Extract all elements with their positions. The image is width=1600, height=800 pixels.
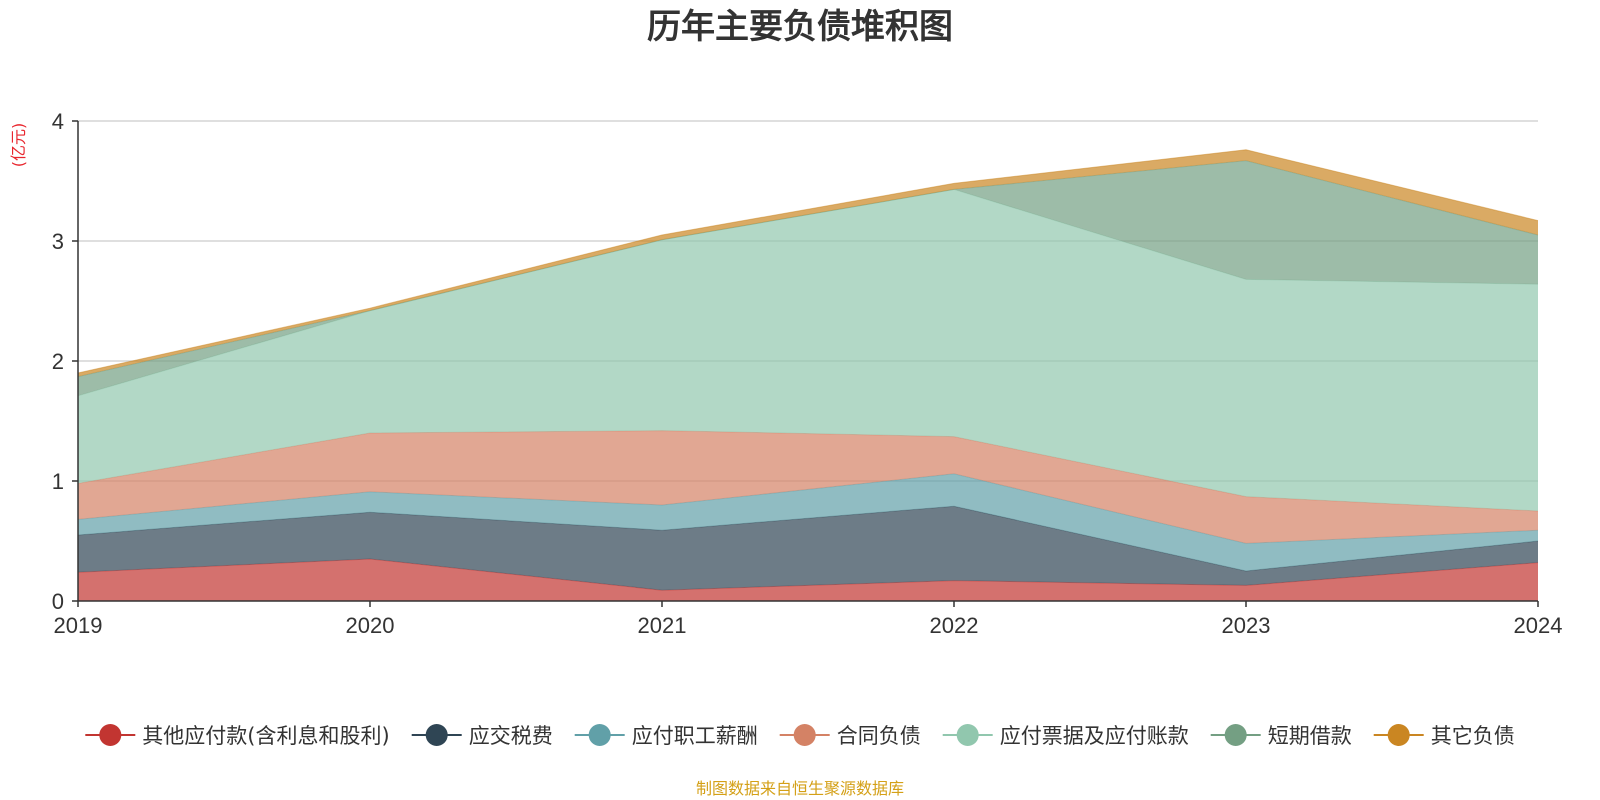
- legend-item-3[interactable]: 应付职工薪酬: [574, 724, 758, 748]
- y-axis-unit: (亿元): [9, 123, 28, 168]
- legend-label: 其它负债: [1431, 724, 1515, 748]
- area-series-edge-6: [77, 160, 1539, 378]
- legend-item-7[interactable]: 其它负债: [1373, 724, 1515, 748]
- y-tick-label: 3: [52, 229, 64, 254]
- legend-marker: [956, 724, 979, 746]
- legend-item-6[interactable]: 短期借款: [1210, 724, 1352, 748]
- legend-marker: [99, 724, 122, 746]
- legend-label: 合同负债: [837, 724, 921, 748]
- legend-label: 应付职工薪酬: [632, 724, 758, 748]
- legend-item-1[interactable]: 其他应付款(含利息和股利): [85, 724, 390, 748]
- area-series-1[interactable]: [78, 559, 1538, 601]
- legend-label: 短期借款: [1268, 724, 1352, 748]
- area-series-4[interactable]: [78, 430, 1538, 544]
- area-series-2[interactable]: [78, 506, 1538, 591]
- legend-marker: [588, 724, 611, 746]
- area-series-3[interactable]: [78, 473, 1538, 571]
- legend-item-4[interactable]: 合同负债: [779, 724, 921, 748]
- x-tick-label: 2023: [1222, 613, 1271, 638]
- area-series-5[interactable]: [78, 189, 1538, 511]
- data-source-note: 制图数据来自恒生聚源数据库: [696, 779, 904, 798]
- legend-item-2[interactable]: 应交税费: [411, 724, 553, 748]
- legend[interactable]: 其他应付款(含利息和股利) 应交税费 应付职工薪酬 合同负债 应付票据及应付账款 短期借款…: [85, 724, 1515, 748]
- x-tick-label: 2021: [638, 613, 687, 638]
- stacked-areas: [77, 149, 1539, 601]
- legend-label: 其他应付款(含利息和股利): [142, 724, 389, 748]
- area-series-6[interactable]: [78, 160, 1538, 396]
- legend-label: 应交税费: [469, 724, 553, 748]
- x-tick-label: 2019: [54, 613, 103, 638]
- legend-label: 应付票据及应付账款: [1000, 724, 1189, 748]
- y-tick-label: 1: [52, 469, 64, 494]
- axes: 0 1 2 3 4 2019 2020 2021 2022 2023 2024: [52, 109, 1563, 638]
- y-tick-label: 2: [52, 349, 64, 374]
- legend-item-5[interactable]: 应付票据及应付账款: [942, 724, 1189, 748]
- chart-title: 历年主要负债堆积图: [647, 7, 953, 47]
- x-tick-label: 2020: [346, 613, 395, 638]
- y-tick-label: 4: [52, 109, 64, 134]
- legend-marker: [1387, 724, 1410, 746]
- x-tick-label: 2024: [1514, 613, 1563, 638]
- legend-marker: [1224, 724, 1247, 746]
- x-tick-label: 2022: [930, 613, 979, 638]
- legend-marker: [793, 724, 816, 746]
- legend-marker: [425, 724, 448, 746]
- y-tick-label: 0: [52, 589, 64, 614]
- area-series-edge-7: [77, 149, 1539, 374]
